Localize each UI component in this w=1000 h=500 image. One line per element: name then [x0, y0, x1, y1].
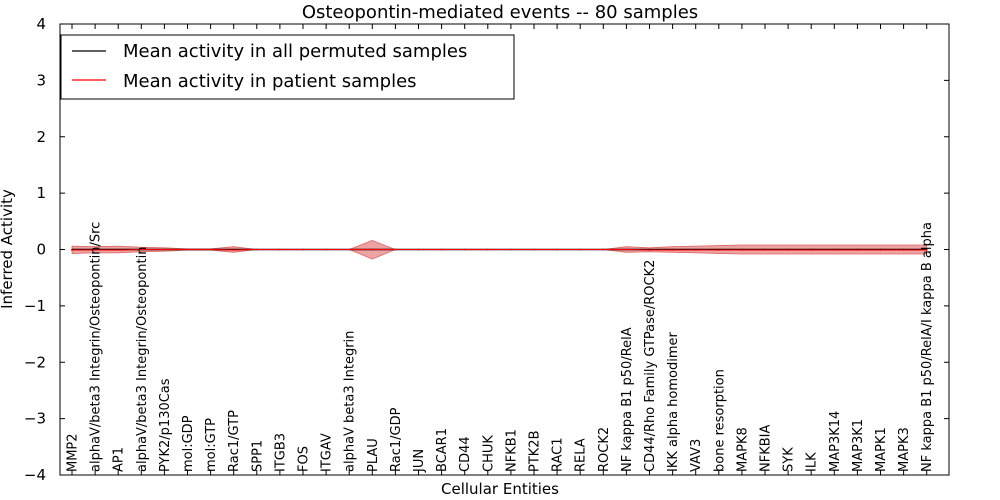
- data-point-patient: [371, 248, 374, 251]
- data-point-patient: [856, 249, 859, 251]
- x-tick-label: SYK: [782, 447, 797, 472]
- data-point-patient: [764, 249, 766, 251]
- y-axis-label: Inferred Activity: [0, 189, 16, 309]
- data-point-patient: [625, 248, 628, 251]
- series-layer: [71, 248, 928, 251]
- x-tick-label: IKK alpha homodimer: [666, 331, 681, 472]
- x-tick-label: ILK: [805, 452, 820, 472]
- data-point-patient: [186, 248, 189, 251]
- data-point-patient: [232, 249, 235, 251]
- x-tick-label: alphaV beta3 Integrin: [343, 331, 358, 472]
- data-point-patient: [902, 249, 905, 251]
- x-tick-label: VAV3: [689, 439, 704, 472]
- x-tick-label: PTK2B: [528, 431, 543, 473]
- data-point-patient: [879, 249, 882, 251]
- data-point-patient: [602, 248, 605, 251]
- data-point-patient: [556, 248, 558, 251]
- data-point-patient: [209, 248, 212, 251]
- data-point-patient: [718, 249, 720, 251]
- x-tick-label: NF kappa B1 p50/RelA: [620, 327, 635, 472]
- x-tick-label: ROCK2: [597, 427, 612, 472]
- data-point-patient: [694, 249, 697, 251]
- y-tick-label: −4: [24, 466, 46, 484]
- x-tick-label: MAP3K14: [828, 411, 843, 472]
- y-tick-label: 1: [36, 184, 46, 202]
- x-tick-label: MMP2: [66, 433, 81, 472]
- data-point-patient: [94, 249, 96, 251]
- chart-title: Osteopontin-mediated events -- 80 sample…: [302, 2, 698, 23]
- data-point-patient: [255, 248, 258, 251]
- data-point-patient: [741, 249, 743, 251]
- legend-label-permuted: Mean activity in all permuted samples: [123, 41, 467, 62]
- x-tick-label: RELA: [574, 438, 589, 472]
- y-tick-label: 2: [36, 128, 46, 146]
- x-tick-label: JUN: [412, 449, 427, 473]
- x-tick-label: PYK2/p130Cas: [158, 378, 173, 472]
- data-point-patient: [810, 249, 812, 251]
- legend-label-patient: Mean activity in patient samples: [123, 71, 417, 92]
- x-tick-label: NFKBIA: [759, 425, 774, 472]
- y-tick-label: −3: [24, 410, 46, 428]
- data-point-patient: [487, 248, 489, 251]
- data-point-patient: [579, 248, 581, 251]
- x-tick-label: MAPK3: [897, 427, 912, 472]
- data-point-patient: [440, 248, 443, 251]
- data-point-patient: [325, 248, 327, 251]
- data-point-patient: [510, 248, 512, 251]
- x-tick-label: SPP1: [250, 440, 265, 472]
- x-tick-label-layer: MMP2 alphaV/beta3 Integrin/Osteopontin/Sr…: [66, 24, 935, 475]
- data-point-patient: [394, 248, 397, 251]
- data-point-patient: [279, 248, 281, 251]
- x-tick-label: mol:GDP: [181, 415, 196, 472]
- x-tick-label: AP1: [112, 447, 127, 472]
- x-axis-label: Cellular Entities: [441, 480, 559, 498]
- x-tick-label: FOS: [297, 446, 312, 472]
- data-point-patient: [671, 249, 674, 251]
- data-point-patient: [648, 249, 651, 251]
- x-tick-label: NFKB1: [504, 429, 519, 472]
- x-tick-label: ITGAV: [320, 433, 335, 472]
- x-tick-label: BCAR1: [435, 428, 450, 472]
- x-tick-label: MAPK8: [735, 427, 750, 472]
- x-tick-label: ITGB3: [273, 433, 288, 472]
- x-tick-label: MAP3K1: [851, 419, 866, 472]
- x-tick-label: mol:GTP: [204, 418, 219, 472]
- x-tick-label: MAPK1: [874, 427, 889, 472]
- x-tick-label: RAC1: [551, 437, 566, 472]
- data-point-patient: [348, 248, 351, 251]
- data-point-patient: [417, 248, 420, 251]
- x-tick-label: PLAU: [366, 438, 381, 472]
- y-tick-label: 4: [36, 15, 46, 33]
- y-tick-label: 0: [36, 241, 46, 259]
- data-point-patient: [117, 249, 119, 251]
- data-point-patient: [140, 248, 143, 251]
- data-point-patient: [925, 249, 928, 251]
- data-point-patient: [302, 248, 304, 251]
- data-point-patient: [833, 249, 836, 251]
- x-tick-label: CD44: [458, 436, 473, 472]
- y-tick-label: −1: [24, 297, 46, 315]
- x-tick-label: alphaV/beta3 Integrin/Osteopontin: [135, 247, 150, 472]
- plot-frame: [59, 23, 950, 476]
- data-point-patient: [163, 248, 166, 251]
- x-tick-label: alphaV/beta3 Integrin/Osteopontin/Src: [89, 222, 104, 472]
- x-tick-label: NF kappa B1 p50/RelA/I kappa B alpha: [920, 222, 935, 472]
- series-line-patient: [72, 249, 927, 251]
- x-tick-label: Rac1/GTP: [227, 410, 242, 472]
- data-point-patient: [71, 249, 73, 251]
- data-point-patient: [787, 249, 789, 251]
- data-point-patient: [533, 248, 535, 251]
- x-tick-label: Rac1/GDP: [389, 407, 404, 472]
- x-tick-label: bone resorption: [712, 369, 727, 472]
- y-tick-label: −2: [24, 353, 46, 371]
- y-tick-layer: −4 −3 −2 −1 0 1 2 3 4: [24, 15, 949, 484]
- legend-box: [60, 34, 515, 100]
- x-tick-label: CD44/Rho Family GTPase/ROCK2: [643, 260, 658, 472]
- legend: Mean activity in all permuted samples Me…: [60, 34, 515, 100]
- data-point-patient: [463, 248, 466, 251]
- x-tick-label: CHUK: [481, 435, 496, 472]
- y-tick-label: 3: [36, 71, 46, 89]
